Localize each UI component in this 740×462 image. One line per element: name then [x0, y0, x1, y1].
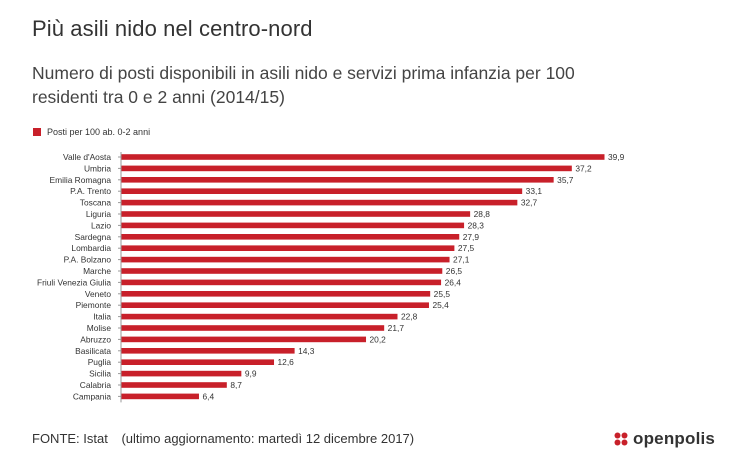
category-label: Umbria	[84, 163, 111, 173]
category-label: Valle d'Aosta	[63, 152, 111, 162]
category-label: P.A. Trento	[70, 186, 111, 196]
data-label: 32,7	[521, 198, 538, 208]
data-label: 39,9	[608, 152, 625, 162]
openpolis-logo-icon	[614, 432, 628, 446]
footer: FONTE: Istat (ultimo aggiornamento: mart…	[32, 431, 414, 446]
data-label: 8,7	[230, 380, 242, 390]
category-label: Italia	[93, 312, 111, 322]
data-label: 14,3	[298, 346, 315, 356]
legend: Posti per 100 ab. 0-2 anni	[33, 127, 150, 137]
data-label: 21,7	[388, 323, 405, 333]
category-label: Piemonte	[76, 300, 112, 310]
bar	[121, 370, 242, 377]
bar	[121, 199, 518, 206]
category-label: Campania	[73, 391, 112, 401]
source-note: FONTE: Istat	[32, 431, 108, 446]
data-label: 6,4	[202, 391, 214, 401]
category-label: Puglia	[88, 357, 112, 367]
chart-subtitle: Numero di posti disponibili in asili nid…	[32, 63, 575, 107]
legend-label: Posti per 100 ab. 0-2 anni	[47, 127, 151, 137]
category-label: Basilicata	[75, 346, 111, 356]
data-label: 25,4	[432, 300, 449, 310]
bar	[121, 325, 385, 331]
data-label: 35,7	[557, 175, 574, 185]
data-label: 22,8	[401, 312, 418, 322]
bar	[121, 291, 431, 297]
data-label: 28,3	[468, 220, 485, 230]
bar	[121, 256, 450, 263]
bar	[121, 222, 465, 229]
category-label: Emilia Romagna	[50, 175, 112, 185]
data-label: 20,2	[370, 334, 387, 344]
bar	[121, 279, 442, 286]
category-label: Molise	[87, 323, 112, 333]
data-label: 27,9	[463, 232, 480, 242]
category-label: Calabria	[80, 380, 112, 390]
bar	[121, 359, 275, 365]
update-note: (ultimo aggiornamento: martedì 12 dicemb…	[121, 431, 415, 446]
bar	[121, 245, 455, 251]
data-label: 26,4	[445, 277, 462, 287]
category-label: Abruzzo	[80, 334, 111, 344]
category-label: Sicilia	[89, 369, 111, 379]
category-label: Friuli Venezia Giulia	[37, 277, 111, 287]
category-label: Sardegna	[75, 232, 112, 242]
bar	[121, 165, 572, 172]
data-label: 27,5	[458, 243, 475, 253]
data-label: 9,9	[245, 369, 257, 379]
bar	[121, 268, 443, 274]
category-label: Lazio	[91, 220, 111, 230]
data-label: 37,2	[575, 163, 592, 173]
chart-title: Più asili nido nel centro-nord	[32, 16, 313, 41]
data-label: 25,5	[434, 289, 451, 299]
category-label: Liguria	[86, 209, 111, 219]
category-label: Lombardia	[71, 243, 111, 253]
openpolis-logo: openpolis	[614, 429, 715, 449]
bar	[121, 348, 295, 354]
category-label: Toscana	[80, 198, 112, 208]
bar	[121, 382, 227, 388]
category-label: Marche	[83, 266, 111, 276]
bar	[121, 393, 199, 400]
bar	[121, 154, 605, 160]
bar	[121, 313, 398, 320]
category-label: Veneto	[85, 289, 111, 299]
data-label: 27,1	[453, 255, 470, 265]
bar	[121, 336, 367, 343]
bar	[121, 302, 429, 308]
data-label: 28,8	[474, 209, 491, 219]
bar	[121, 234, 460, 240]
data-label: 33,1	[526, 186, 543, 196]
category-label: P.A. Bolzano	[64, 255, 112, 265]
bar	[121, 177, 554, 183]
legend-swatch	[33, 128, 41, 136]
bar	[121, 188, 523, 194]
data-label: 12,6	[278, 357, 295, 367]
data-label: 26,5	[446, 266, 463, 276]
logo-text: openpolis	[633, 429, 716, 448]
bar	[121, 211, 471, 217]
